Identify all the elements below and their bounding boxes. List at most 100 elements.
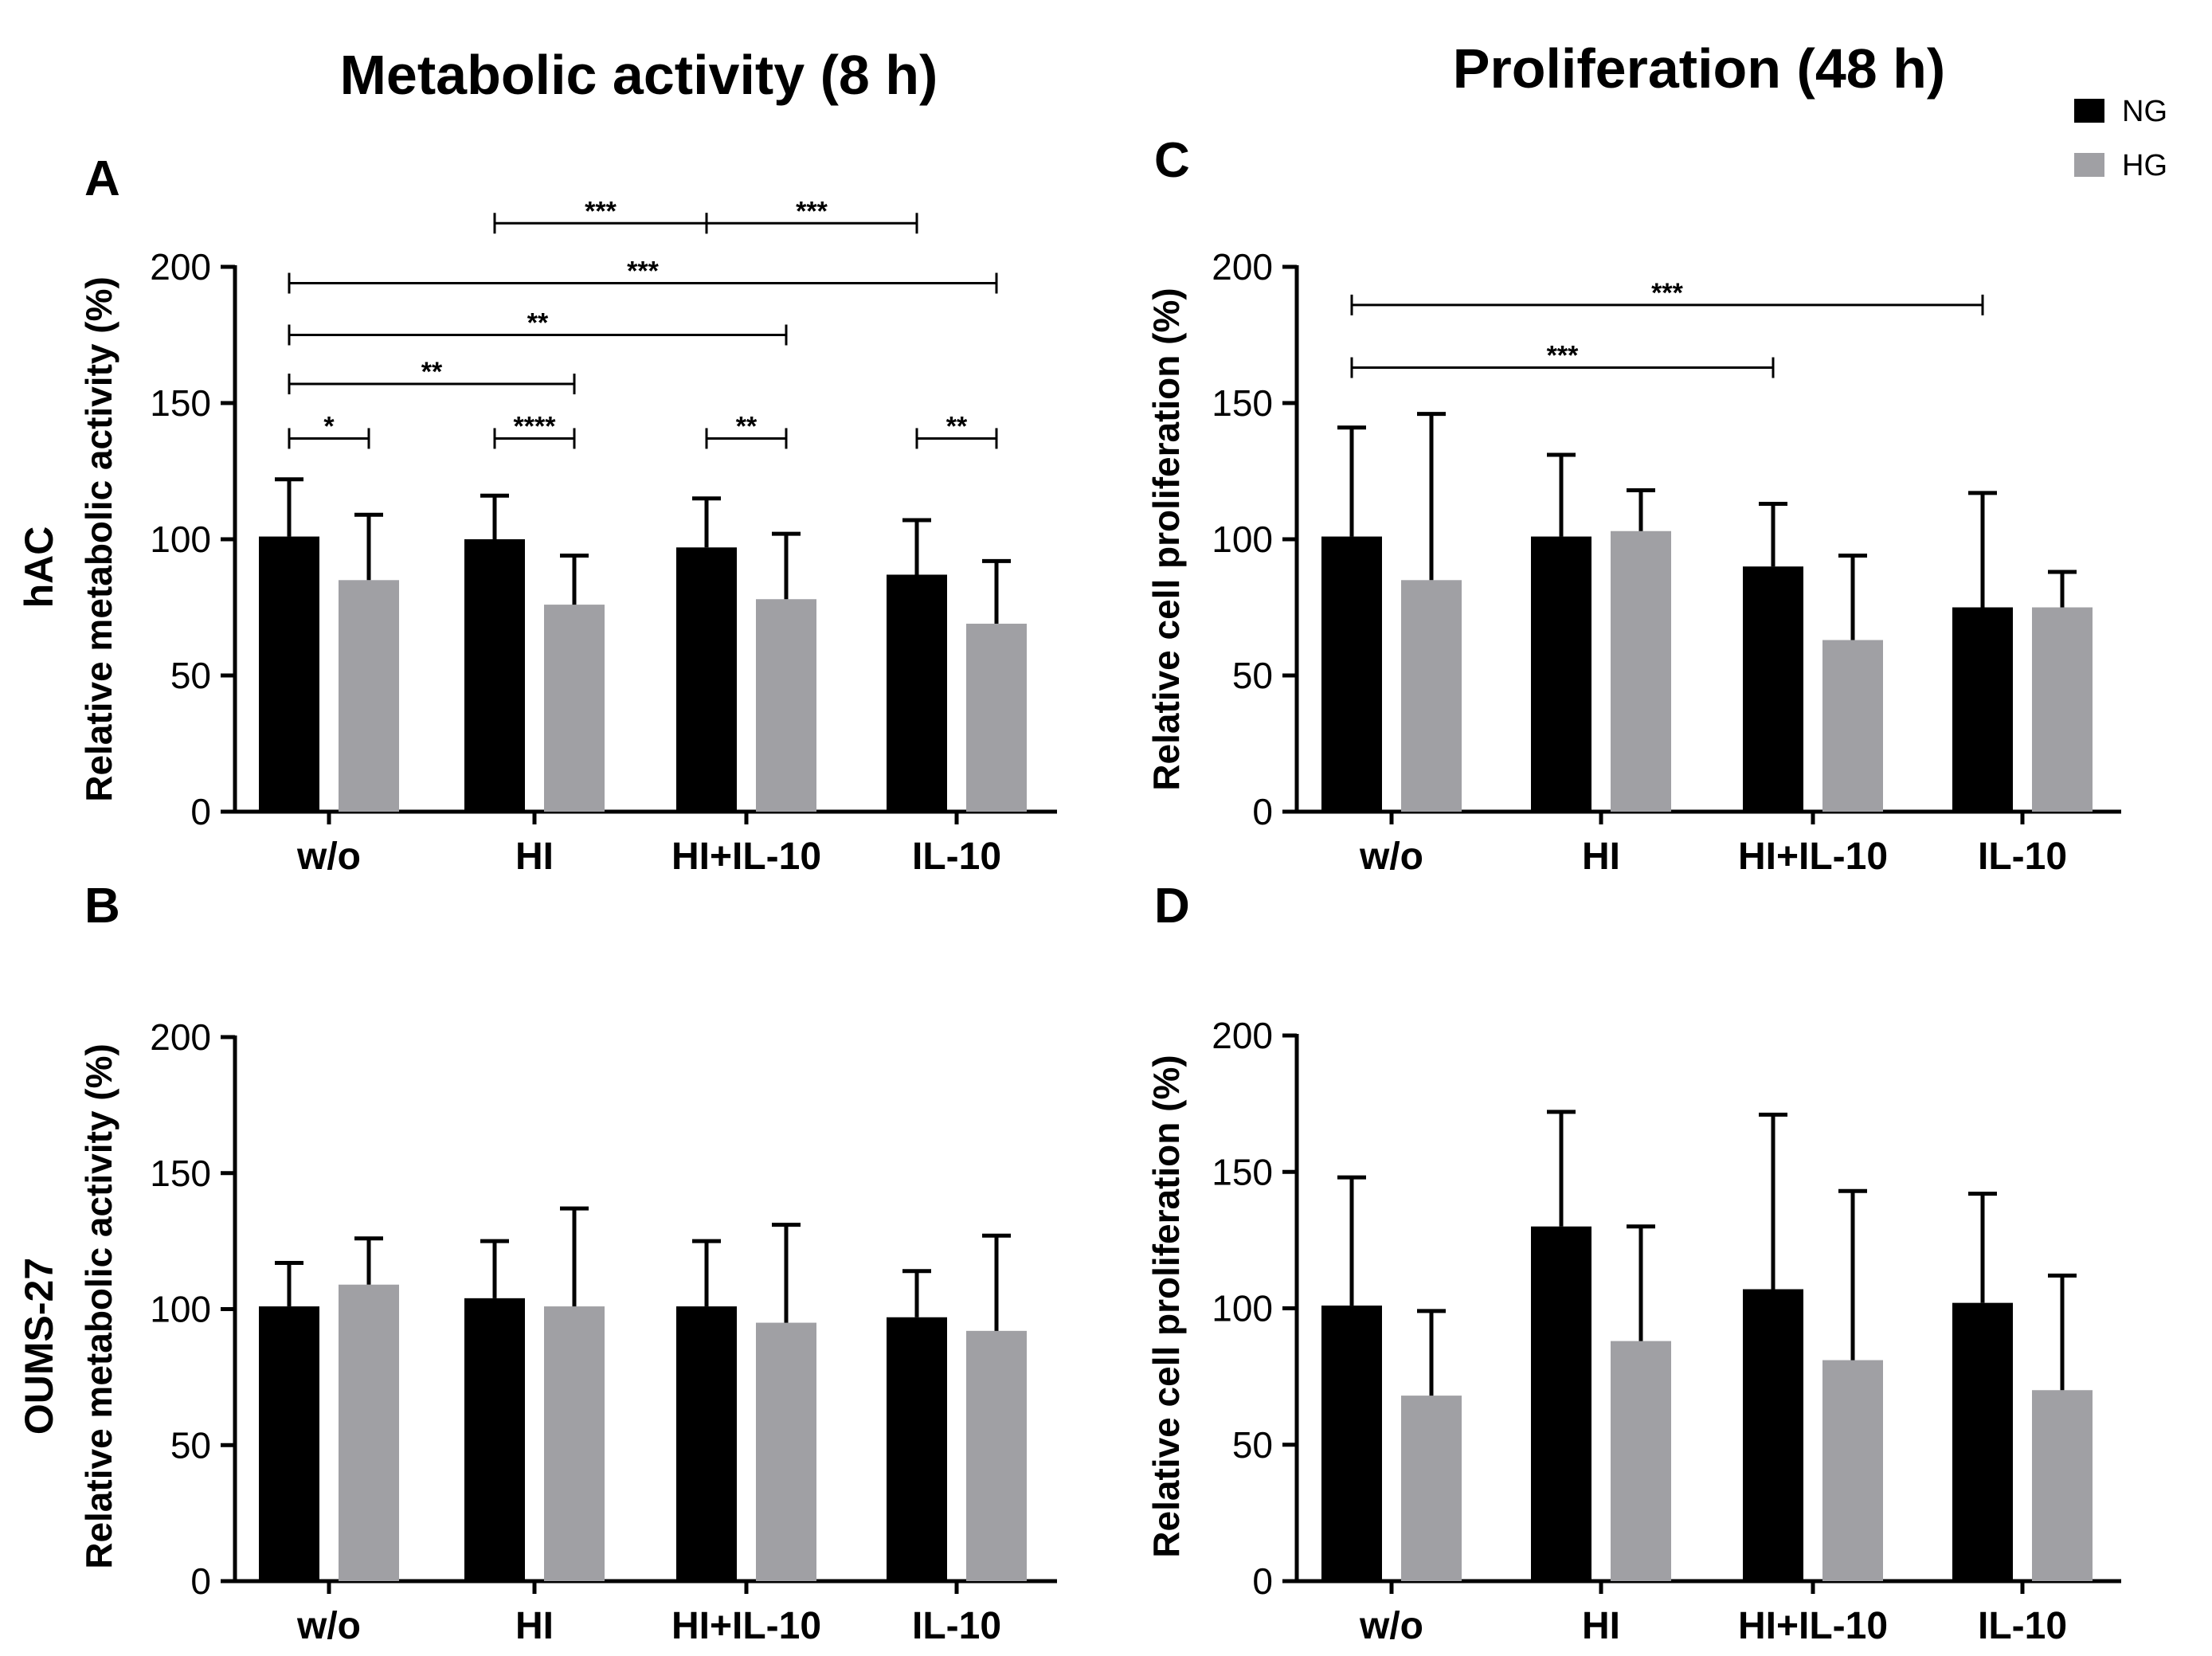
bar-hg <box>1401 580 1462 812</box>
x-tick-label: w/o <box>1359 836 1423 878</box>
y-tick-label: 150 <box>1212 382 1273 424</box>
significance-label: *** <box>1651 278 1683 308</box>
bar-hg <box>339 1284 399 1581</box>
y-tick-label: 0 <box>190 1560 211 1602</box>
chart-panel-c: 0 50 100 150 200 Relative cell proliferation … <box>1145 246 2121 878</box>
x-tick-label: w/o <box>1359 1605 1423 1647</box>
bar-ng <box>259 536 319 812</box>
y-tick-label: 0 <box>1252 791 1273 832</box>
bar-hg <box>966 624 1027 812</box>
bar-hg <box>1611 530 1671 812</box>
bar-ng <box>1952 1302 2013 1581</box>
bar-hg <box>756 1322 816 1581</box>
panel-letter-d: D <box>1154 879 1190 934</box>
y-axis-title: Relative cell proliferation (%) <box>1145 1055 1187 1557</box>
significance-label: *** <box>796 196 828 226</box>
x-tick-label: HI+IL-10 <box>1738 836 1888 878</box>
x-tick-label: IL-10 <box>912 1605 1001 1647</box>
bar-ng <box>1952 607 2013 812</box>
x-tick-label: IL-10 <box>912 836 1001 878</box>
panel-letter-b: B <box>84 879 120 934</box>
y-tick-label: 50 <box>170 655 211 696</box>
bar-hg <box>544 605 605 812</box>
bar-ng <box>1321 536 1382 812</box>
y-tick-label: 100 <box>150 519 211 560</box>
x-tick-label: w/o <box>296 1605 361 1647</box>
legend-label-ng: NG <box>2122 95 2167 128</box>
y-tick-label: 100 <box>150 1289 211 1330</box>
significance-label: *** <box>585 196 617 226</box>
column-title-left: Metabolic activity (8 h) <box>340 44 938 106</box>
legend-swatch-hg <box>2074 153 2104 177</box>
bar-ng <box>1743 1289 1803 1581</box>
bar-hg <box>1822 1360 1883 1581</box>
x-tick-label: HI+IL-10 <box>1738 1605 1888 1647</box>
x-tick-label: HI <box>515 836 554 878</box>
panel-letter-c: C <box>1154 133 1190 188</box>
x-tick-label: HI <box>1582 836 1620 878</box>
row-label-top: hAC <box>17 527 61 609</box>
bar-ng <box>1531 1226 1591 1581</box>
bar-ng <box>1743 566 1803 812</box>
bar-ng <box>1531 536 1591 812</box>
y-tick-label: 100 <box>1212 1288 1273 1329</box>
bar-ng <box>259 1306 319 1581</box>
chart-panel-b: 0 50 100 150 200 Relative metabolic activity … <box>78 1016 1057 1647</box>
y-tick-label: 200 <box>1212 1015 1273 1056</box>
bar-ng <box>887 1317 947 1581</box>
legend: NG HG <box>2074 95 2167 182</box>
bar-hg <box>544 1306 605 1581</box>
y-tick-label: 150 <box>150 1153 211 1194</box>
x-tick-label: HI+IL-10 <box>671 836 821 878</box>
bar-hg <box>2032 607 2093 812</box>
bar-ng <box>887 574 947 812</box>
y-tick-label: 200 <box>150 246 211 288</box>
y-tick-label: 150 <box>150 382 211 424</box>
bar-ng <box>676 547 737 812</box>
y-tick-label: 150 <box>1212 1151 1273 1192</box>
significance-label: *** <box>627 256 659 287</box>
legend-label-hg: HG <box>2122 149 2167 182</box>
significance-label: ** <box>946 411 968 441</box>
y-tick-label: 200 <box>1212 246 1273 288</box>
chart-panel-a: 0 50 100 150 200 Relative metabolic activity … <box>78 196 1057 878</box>
significance-label: ** <box>736 411 758 441</box>
y-tick-label: 0 <box>190 791 211 832</box>
panel-letter-a: A <box>84 151 120 206</box>
y-tick-label: 50 <box>1232 1424 1273 1466</box>
y-tick-label: 50 <box>1232 655 1273 696</box>
row-label-bottom: OUMS-27 <box>17 1258 61 1435</box>
bar-ng <box>464 1298 525 1581</box>
significance-label: * <box>323 411 335 441</box>
y-tick-label: 0 <box>1252 1560 1273 1602</box>
x-tick-label: w/o <box>296 836 361 878</box>
legend-swatch-ng <box>2074 99 2104 123</box>
bar-ng <box>676 1306 737 1581</box>
bar-hg <box>966 1330 1027 1581</box>
y-axis-title: Relative metabolic activity (%) <box>78 276 119 802</box>
x-tick-label: HI <box>1582 1605 1620 1647</box>
y-tick-label: 50 <box>170 1424 211 1466</box>
significance-label: **** <box>514 411 557 441</box>
x-tick-label: HI+IL-10 <box>671 1605 821 1647</box>
significance-label: ** <box>421 357 443 387</box>
y-tick-label: 100 <box>1212 519 1273 560</box>
column-title-right: Proliferation (48 h) <box>1453 37 1945 100</box>
bar-hg <box>339 580 399 812</box>
bar-hg <box>2032 1390 2093 1581</box>
y-axis-title: Relative metabolic activity (%) <box>78 1043 119 1569</box>
x-tick-label: IL-10 <box>1978 1605 2067 1647</box>
bar-hg <box>1401 1396 1462 1581</box>
bar-hg <box>1611 1341 1671 1581</box>
bar-hg <box>756 599 816 812</box>
y-axis-title: Relative cell proliferation (%) <box>1145 288 1187 790</box>
x-tick-label: IL-10 <box>1978 836 2067 878</box>
significance-label: *** <box>1547 341 1579 371</box>
x-tick-label: HI <box>515 1605 554 1647</box>
bar-hg <box>1822 640 1883 812</box>
significance-label: ** <box>527 308 549 339</box>
bar-ng <box>464 539 525 812</box>
bar-ng <box>1321 1306 1382 1581</box>
y-tick-label: 200 <box>150 1016 211 1058</box>
